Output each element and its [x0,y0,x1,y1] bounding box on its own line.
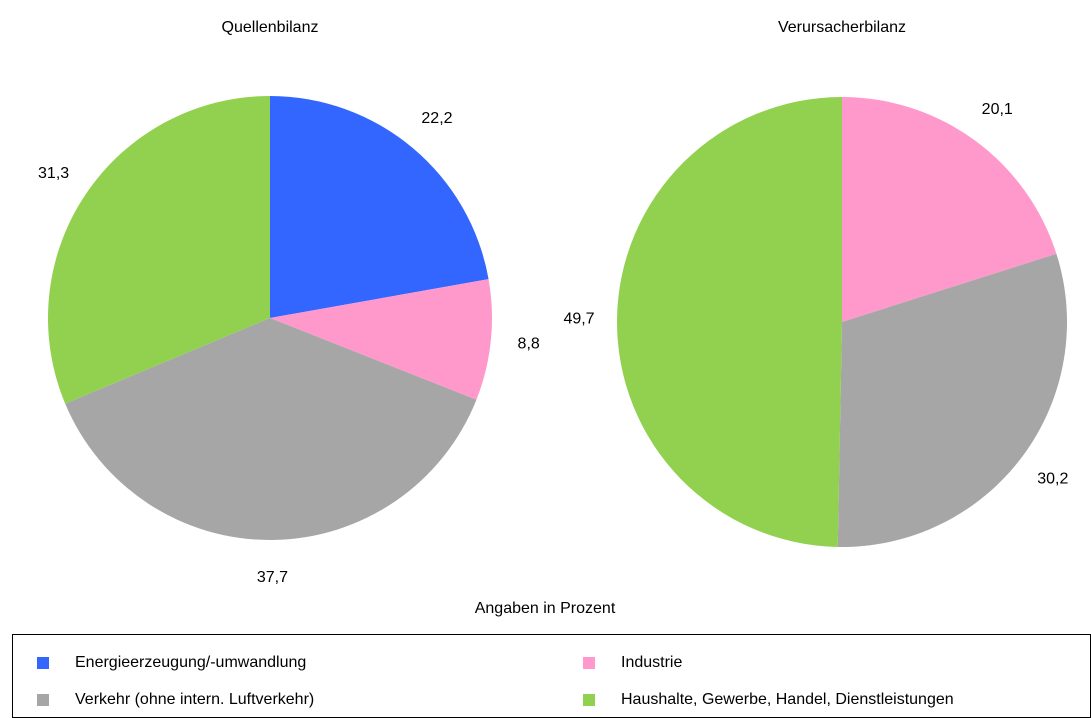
note: Angaben in Prozent [475,600,616,617]
legend-swatch [583,657,595,669]
pie-slice [270,279,492,400]
chart-title: Verursacherbilanz [778,19,906,36]
legend-swatch [37,657,49,669]
legend-swatch [37,694,49,706]
data-label: 22,2 [421,110,452,127]
data-label: 30,2 [1037,470,1068,487]
legend-label: Verkehr (ohne intern. Luftverkehr) [75,691,314,708]
legend-swatch [583,694,595,706]
pie-slice [270,96,489,318]
pie-slice [616,97,842,547]
pie-slice [837,253,1067,547]
legend-label: Haushalte, Gewerbe, Handel, Dienstleistu… [621,691,954,708]
data-label: 37,7 [257,569,288,586]
data-label: 49,7 [563,311,594,328]
chart-title: Quellenbilanz [222,19,319,36]
data-label: 31,3 [38,165,69,182]
pie-slice [65,318,477,541]
legend-label: Energieerzeugung/-umwandlung [75,654,306,671]
data-label: 8,8 [518,335,540,352]
pie-slice [47,96,271,404]
pie-slice [842,97,1057,322]
legend-label: Industrie [621,654,682,671]
data-label: 20,1 [982,101,1013,118]
